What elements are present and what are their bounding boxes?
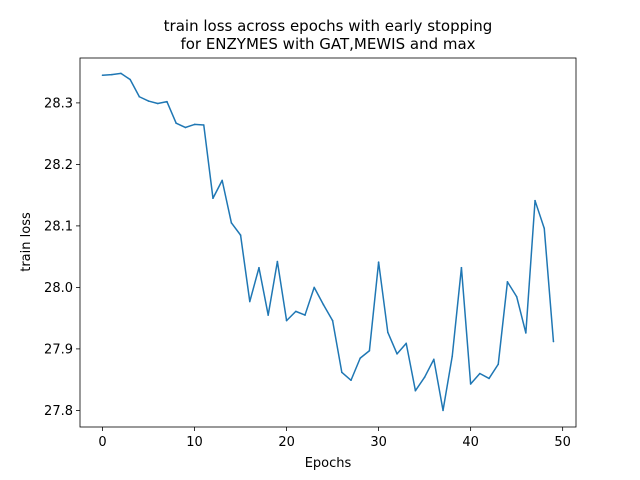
data-point	[184, 126, 187, 129]
data-point	[276, 260, 279, 263]
data-point	[515, 295, 518, 298]
data-point	[377, 261, 380, 263]
data-point	[230, 222, 233, 224]
data-point	[387, 331, 389, 334]
data-point	[506, 281, 509, 283]
y-axis-label: train loss	[19, 212, 34, 272]
data-point	[129, 78, 131, 81]
data-point	[322, 303, 325, 306]
data-point	[313, 286, 316, 289]
data-point	[497, 363, 500, 366]
data-point	[138, 95, 141, 98]
data-point	[101, 74, 104, 77]
y-tick-label: 28.2	[44, 158, 73, 173]
data-point	[166, 100, 168, 103]
data-point	[239, 234, 242, 236]
data-point	[534, 199, 536, 202]
data-point	[543, 227, 546, 230]
data-point	[405, 342, 408, 345]
chart-title-line-2: for ENZYMES with GAT,MEWIS and max	[180, 35, 475, 53]
plot-area: 0 10 20 30 40 50 27.8 27.9 28.0 28.1 28.2 28.3	[44, 57, 577, 450]
data-point	[156, 102, 159, 105]
data-point	[442, 409, 444, 412]
data-point	[552, 340, 555, 343]
x-tick-label: 50	[554, 435, 571, 450]
x-axis-label: Epochs	[305, 456, 352, 471]
data-point	[110, 73, 113, 76]
data-point	[331, 319, 334, 322]
data-point	[285, 319, 288, 322]
data-point	[479, 372, 481, 375]
data-point	[212, 197, 214, 200]
data-point	[359, 357, 362, 359]
x-tick-label: 40	[462, 435, 479, 450]
data-point	[350, 379, 352, 382]
data-point	[433, 358, 435, 361]
y-tick-label: 28.1	[44, 219, 73, 234]
data-point	[525, 332, 527, 334]
data-point	[120, 72, 122, 75]
y-tick-label: 28.3	[44, 96, 73, 111]
y-tick-label: 27.8	[44, 404, 73, 419]
chart-title-line-1: train loss across epochs with early stop…	[164, 17, 493, 35]
data-point	[396, 353, 398, 355]
data-point	[304, 314, 306, 316]
axes-frame	[79, 57, 577, 428]
data-point	[248, 300, 251, 303]
data-point	[451, 355, 454, 358]
data-point	[368, 349, 371, 352]
y-tick-label: 28.0	[44, 281, 73, 296]
x-tick-label: 10	[186, 435, 203, 450]
x-tick-label: 30	[370, 435, 387, 450]
series-line-1	[102, 72, 555, 412]
data-point	[147, 100, 150, 102]
data-point	[488, 377, 490, 380]
data-point	[221, 179, 223, 182]
x-tick-label: 0	[98, 435, 106, 450]
x-tick-label: 20	[278, 435, 295, 450]
data-point	[294, 310, 297, 313]
data-point	[202, 124, 205, 126]
data-point	[469, 383, 472, 385]
data-point	[193, 123, 196, 126]
data-point	[423, 376, 426, 378]
data-point	[460, 266, 463, 269]
data-point	[414, 389, 417, 392]
data-point	[341, 371, 343, 374]
data-point	[267, 314, 269, 316]
data-point	[258, 266, 260, 269]
data-point	[175, 122, 177, 124]
y-tick-label: 27.9	[44, 342, 73, 357]
